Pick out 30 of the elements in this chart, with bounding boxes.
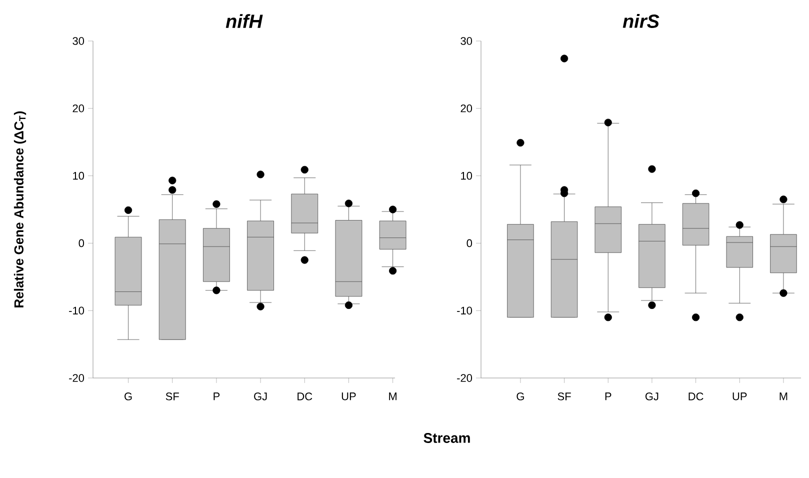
y-tick-label: 10 <box>461 172 472 180</box>
y-tick-label: 0 <box>78 239 84 248</box>
x-tick-label: G <box>124 392 132 400</box>
x-tick-label: SF <box>166 392 179 400</box>
y-tick-label: -20 <box>457 374 472 382</box>
y-tick-label: -10 <box>69 306 84 314</box>
chart-title: nirS <box>622 14 660 28</box>
y-tick-label: -10 <box>457 306 472 314</box>
x-tick-label: P <box>214 392 220 400</box>
x-tick-label: UP <box>342 392 356 400</box>
x-tick-label: P <box>605 392 612 400</box>
y-tick-label: -20 <box>69 374 84 382</box>
x-tick-label: G <box>516 392 524 400</box>
y-tick-label: 30 <box>460 37 472 45</box>
y-tick-label: 20 <box>72 104 84 112</box>
x-tick-label: SF <box>558 392 571 400</box>
x-axis-title: Stream <box>424 433 470 443</box>
x-tick-label: M <box>389 392 396 400</box>
x-tick-label: DC <box>688 392 704 400</box>
x-tick-label: M <box>780 392 788 400</box>
y-axis-title: Relative Gene Abundance (ΔC$_{T}$) <box>14 111 26 308</box>
y-tick-label: 20 <box>460 104 472 112</box>
x-tick-label: UP <box>732 392 747 400</box>
y-tick-label: 10 <box>73 172 84 180</box>
x-tick-label: GJ <box>254 392 267 400</box>
y-tick-label: 30 <box>72 37 84 45</box>
y-tick-label: 0 <box>466 239 472 248</box>
x-tick-label: DC <box>298 392 312 400</box>
chart-title: nifH <box>226 14 263 28</box>
x-tick-label: GJ <box>645 392 658 400</box>
